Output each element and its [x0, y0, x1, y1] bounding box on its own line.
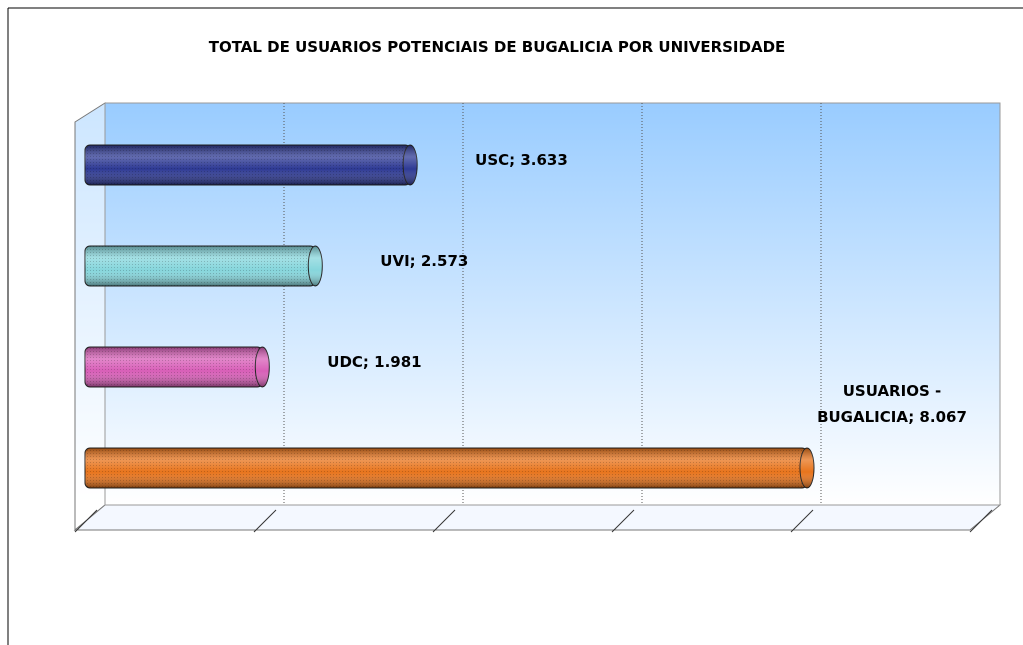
bar-cap-shade	[255, 347, 270, 387]
bar-cap-shade	[403, 145, 418, 185]
bar-cap-shade	[308, 246, 323, 286]
bar-texture	[85, 347, 263, 387]
tick-mark	[253, 509, 277, 533]
bar-cap-shade	[799, 448, 814, 488]
data-label: UVI; 2.573	[380, 252, 469, 270]
floor	[73, 504, 1002, 531]
bar-texture	[85, 246, 316, 286]
tick-mark	[432, 509, 456, 533]
bar-texture	[85, 145, 411, 185]
data-label: USC; 3.633	[475, 151, 568, 169]
chart-title: TOTAL DE USUARIOS POTENCIAIS DE BUGALICI…	[209, 38, 786, 56]
tick-mark	[611, 509, 635, 533]
bar-texture	[85, 448, 807, 488]
wall-border	[104, 102, 1001, 506]
data-label: USUARIOS - BUGALICIA; 8.067	[817, 382, 967, 426]
data-label: UDC; 1.981	[327, 353, 422, 371]
plot-wall	[75, 103, 1000, 505]
tick-mark	[790, 509, 814, 533]
tick-mark	[969, 509, 993, 533]
tick-mark	[74, 509, 98, 533]
